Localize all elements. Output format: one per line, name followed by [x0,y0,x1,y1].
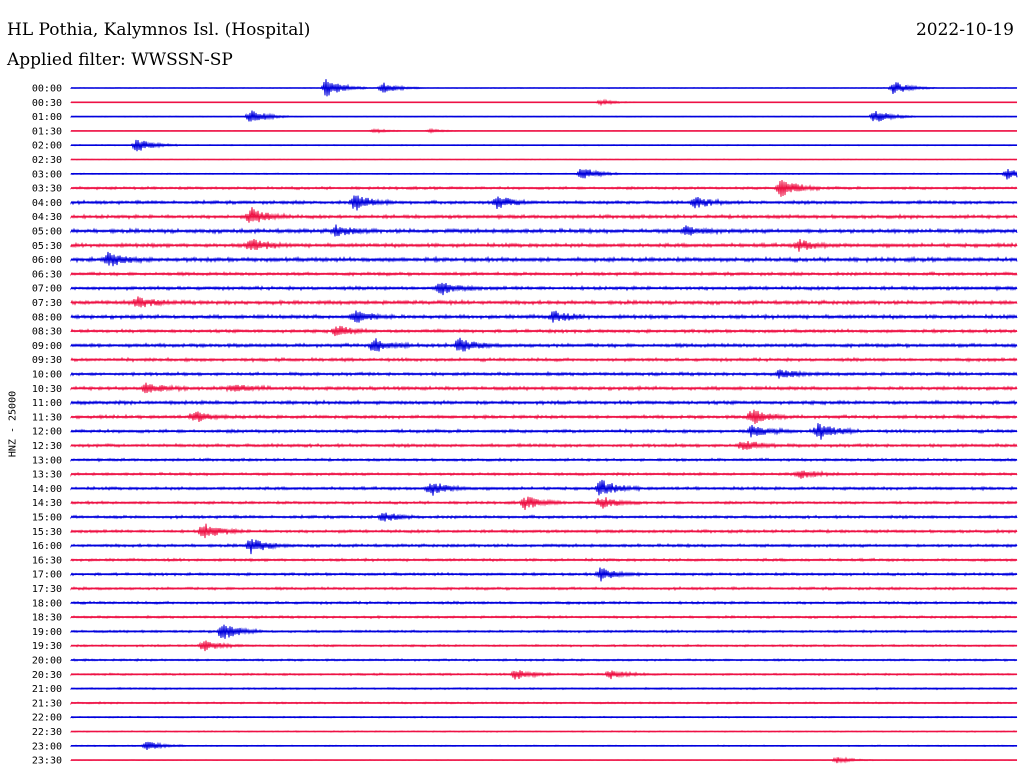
time-tick-label: 07:00 [32,284,62,295]
plot-date: 2022-10-19 [915,20,1014,40]
time-tick-label: 09:00 [32,341,62,352]
time-tick-label: 07:30 [32,298,62,309]
time-tick-label: 02:30 [32,155,62,166]
time-tick-label: 12:00 [32,427,62,438]
filter-label: Applied filter: WWSSN-SP [7,50,233,70]
time-tick-label: 00:00 [32,84,62,95]
time-tick-label: 23:30 [32,756,62,767]
time-tick-label: 13:30 [32,470,62,481]
time-tick-label: 23:00 [32,741,62,752]
time-tick-label: 22:00 [32,713,62,724]
time-tick-label: 21:30 [32,698,62,709]
time-tick-label: 05:30 [32,241,62,252]
time-tick-label: 11:00 [32,398,62,409]
time-tick-label: 22:30 [32,727,62,738]
time-tick-label: 17:30 [32,584,62,595]
station-title: HL Pothia, Kalymnos Isl. (Hospital) [7,20,311,40]
time-tick-label: 10:00 [32,370,62,381]
time-tick-label: 01:00 [32,112,62,123]
time-tick-label: 16:30 [32,555,62,566]
time-tick-label: 04:00 [32,198,62,209]
time-tick-label: 01:30 [32,126,62,137]
time-tick-label: 19:30 [32,641,62,652]
time-tick-label: 09:30 [32,355,62,366]
time-tick-label: 15:30 [32,527,62,538]
time-tick-label: 18:00 [32,598,62,609]
time-tick-label: 11:30 [32,412,62,423]
time-tick-label: 17:00 [32,570,62,581]
time-tick-label: 20:00 [32,656,62,667]
time-tick-label: 02:00 [32,141,62,152]
time-tick-label: 12:30 [32,441,62,452]
time-tick-label: 05:00 [32,227,62,238]
time-tick-label: 10:30 [32,384,62,395]
time-tick-label: 18:30 [32,613,62,624]
time-tick-label: 13:00 [32,455,62,466]
time-tick-label: 14:00 [32,484,62,495]
time-tick-label: 06:00 [32,255,62,266]
time-tick-label: 14:30 [32,498,62,509]
trace-line [70,539,1018,555]
time-tick-label: 06:30 [32,269,62,280]
time-tick-label: 15:00 [32,513,62,524]
time-tick-label: 08:30 [32,327,62,338]
time-tick-label: 00:30 [32,98,62,109]
time-tick-label: 08:00 [32,312,62,323]
time-tick-label: 03:30 [32,184,62,195]
time-tick-label: 19:00 [32,627,62,638]
time-tick-label: 21:00 [32,684,62,695]
time-tick-label: 20:30 [32,670,62,681]
time-tick-label: 04:30 [32,212,62,223]
time-tick-label: 16:00 [32,541,62,552]
trace-line [70,207,1018,223]
time-tick-label: 03:00 [32,169,62,180]
